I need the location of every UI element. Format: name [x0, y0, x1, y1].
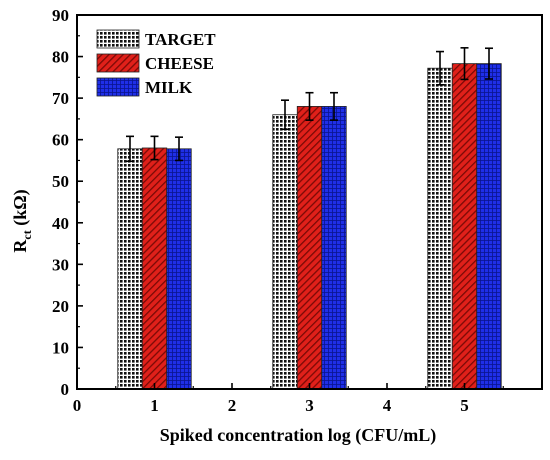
y-tick-label: 80	[52, 48, 69, 67]
x-tick-label: 3	[305, 396, 314, 415]
y-tick-label: 10	[52, 338, 69, 357]
bar-milk-1	[166, 148, 192, 390]
legend-swatch-cheese	[96, 53, 140, 73]
bar-target-5	[427, 67, 453, 390]
legend-label-milk: MILK	[145, 78, 193, 97]
y-tick-label: 60	[52, 131, 69, 150]
legend-label-cheese: CHEESE	[145, 54, 214, 73]
bar-milk-5	[476, 63, 502, 390]
y-tick-label: 0	[61, 380, 70, 399]
x-tick-label: 2	[228, 396, 237, 415]
y-tick-label: 40	[52, 214, 69, 233]
y-axis-label: Rct (kΩ)	[10, 189, 34, 252]
bar-cheese-5	[451, 63, 478, 390]
x-tick-label: 1	[150, 396, 159, 415]
x-axis-label: Spiked concentration log (CFU/mL)	[160, 425, 437, 446]
y-tick-label: 30	[52, 255, 69, 274]
x-tick-label: 4	[383, 396, 392, 415]
bar-milk-3	[321, 106, 347, 390]
x-tick-label: 0	[73, 396, 82, 415]
y-tick-label: 70	[52, 89, 69, 108]
y-tick-label: 20	[52, 297, 69, 316]
bar-target-1	[117, 148, 143, 390]
bar-cheese-3	[296, 106, 323, 390]
legend-label-target: TARGET	[145, 30, 216, 49]
y-tick-label: 90	[52, 6, 69, 25]
bar-cheese-1	[141, 147, 168, 390]
x-tick-label: 5	[460, 396, 469, 415]
y-tick-label: 50	[52, 172, 69, 191]
legend-swatch-milk	[96, 77, 140, 97]
bar-target-3	[272, 114, 298, 390]
legend-swatch-target	[96, 29, 140, 49]
